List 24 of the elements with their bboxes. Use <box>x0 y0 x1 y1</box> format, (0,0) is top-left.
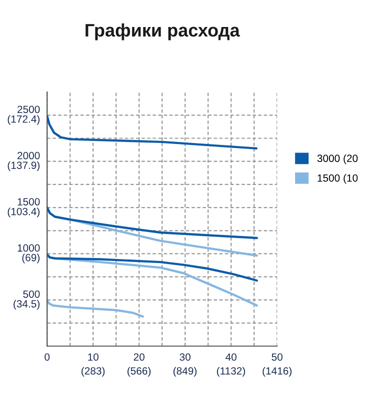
x-tick-label: 50 <box>272 353 282 361</box>
y2-tick-label: (69) <box>22 254 40 264</box>
x-tick-label: 40 <box>226 353 236 361</box>
x2-tick-label: (1416) <box>262 366 292 377</box>
x-tick-label: 30 <box>180 353 190 361</box>
y2-tick-label: (172.4) <box>8 115 40 125</box>
x2-tick-label: (283) <box>82 366 105 377</box>
legend-label: 3000 (20 <box>317 154 358 164</box>
x-tick-label: 0 <box>44 353 50 361</box>
legend-label: 1500 (10 <box>318 174 358 184</box>
x2-tick-label: (1132) <box>216 366 245 377</box>
y2-tick-label: (103.4) <box>8 208 40 218</box>
y2-tick-label: (137.9) <box>8 161 40 172</box>
x2-tick-label: (849) <box>173 366 197 377</box>
y-tick-label: 1500 <box>18 198 40 206</box>
x-tick-label: 20 <box>134 353 144 361</box>
y2-tick-label: (34.5) <box>14 300 40 310</box>
y-tick-label: 2000 <box>18 152 40 160</box>
y-tick-label: 1000 <box>18 244 40 252</box>
x2-tick-label: (566) <box>128 366 151 377</box>
y-tick-label: 500 <box>23 290 40 298</box>
x-tick-label: 10 <box>88 353 98 361</box>
chart-title: Графики расхода <box>86 23 240 40</box>
y-tick-label: 2500 <box>18 106 40 114</box>
